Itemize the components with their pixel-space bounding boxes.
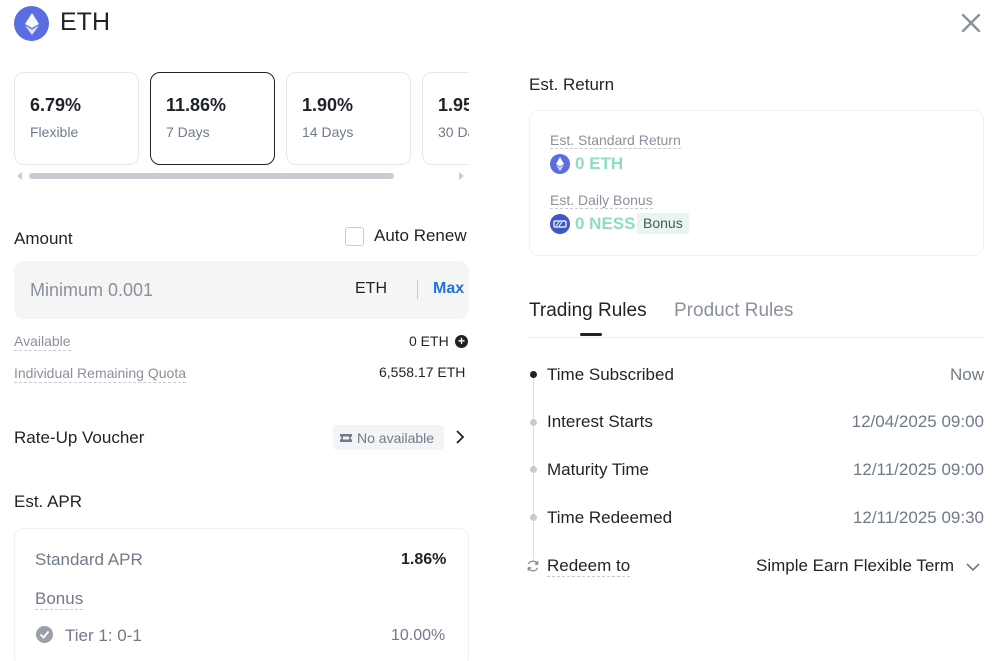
auto-renew-checkbox[interactable] xyxy=(345,227,364,246)
chevron-down-icon[interactable] xyxy=(966,559,980,572)
amount-field: ETH Max xyxy=(14,261,469,319)
plus-circle-icon[interactable]: + xyxy=(455,335,468,348)
horizontal-scrollbar[interactable] xyxy=(29,173,394,179)
term-label: 7 Days xyxy=(166,124,210,140)
voucher-title: Rate-Up Voucher xyxy=(14,428,145,447)
standard-apr-value: 1.86% xyxy=(401,551,447,568)
timeline-dot xyxy=(530,514,537,521)
timeline-dot xyxy=(530,419,537,426)
timeline-label: Time Subscribed xyxy=(547,365,674,384)
voucher-selector[interactable]: No available xyxy=(333,425,444,450)
bonus-badge: Bonus xyxy=(637,213,689,234)
term-label: Flexible xyxy=(30,124,79,140)
est-return-title: Est. Return xyxy=(529,75,615,94)
bonus-label: Bonus xyxy=(35,589,84,610)
term-card-30-days[interactable]: 1.95 30 Da xyxy=(422,72,469,165)
available-label: Available xyxy=(14,333,71,351)
est-standard-return-label: Est. Standard Return xyxy=(550,132,681,149)
apr-card xyxy=(14,528,469,661)
timeline-dot xyxy=(530,371,537,378)
timeline-dot xyxy=(530,466,537,473)
est-daily-bonus-value: 0 NESS xyxy=(575,214,636,233)
standard-apr-label: Standard APR xyxy=(35,550,143,569)
term-rate: 11.86% xyxy=(166,95,227,115)
term-card-flexible[interactable]: 6.79% Flexible xyxy=(14,72,139,165)
ticket-icon xyxy=(340,433,352,442)
apr-title: Est. APR xyxy=(14,492,83,511)
timeline-value: 12/11/2025 09:00 xyxy=(852,460,984,479)
timeline-value: 12/11/2025 09:30 xyxy=(852,508,984,527)
term-card-14-days[interactable]: 1.90% 14 Days xyxy=(286,72,411,165)
auto-renew-label[interactable]: Auto Renew xyxy=(374,226,467,245)
term-rate: 1.90% xyxy=(302,95,354,115)
page-title: ETH xyxy=(60,8,110,36)
quota-label: Individual Remaining Quota xyxy=(14,365,186,383)
quota-value: 6,558.17 ETH xyxy=(379,364,466,380)
tier-label: Tier 1: 0-1 xyxy=(65,626,142,645)
est-return-card xyxy=(529,110,984,256)
scroll-left-arrow-icon[interactable] xyxy=(17,172,22,180)
timeline-value: Now xyxy=(949,365,984,384)
term-rate: 6.79% xyxy=(30,95,82,115)
redeem-to-select[interactable]: Simple Earn Flexible Term xyxy=(756,556,955,575)
amount-title: Amount xyxy=(14,229,73,248)
ness-token-icon xyxy=(550,214,570,234)
term-label: 30 Da xyxy=(438,124,469,140)
divider xyxy=(417,280,418,299)
eth-icon xyxy=(550,154,570,174)
timeline-label: Time Redeemed xyxy=(547,508,673,527)
chevron-right-icon[interactable] xyxy=(455,430,465,444)
term-label: 14 Days xyxy=(302,124,354,140)
tab-product-rules[interactable]: Product Rules xyxy=(674,300,794,321)
active-tab-indicator xyxy=(580,333,602,336)
refresh-icon xyxy=(526,559,540,573)
term-rate: 1.95 xyxy=(438,95,469,115)
term-selector: 6.79% Flexible 11.86% 7 Days 1.90% 14 Da… xyxy=(14,72,469,166)
amount-input[interactable] xyxy=(30,277,330,303)
redeem-to-label: Redeem to xyxy=(547,556,631,577)
tab-divider xyxy=(529,337,984,338)
check-circle-icon xyxy=(36,626,53,643)
term-card-7-days[interactable]: 11.86% 7 Days xyxy=(150,72,275,165)
est-standard-return-value: 0 ETH xyxy=(575,154,624,173)
close-icon[interactable] xyxy=(958,10,984,36)
tab-trading-rules[interactable]: Trading Rules xyxy=(529,300,647,321)
timeline-value: 12/04/2025 09:00 xyxy=(851,412,984,431)
eth-icon xyxy=(14,6,49,41)
scroll-right-arrow-icon[interactable] xyxy=(459,172,464,180)
tier-value: 10.00% xyxy=(391,627,446,644)
max-button[interactable]: Max xyxy=(433,280,465,297)
timeline-label: Interest Starts xyxy=(547,412,653,431)
est-daily-bonus-label: Est. Daily Bonus xyxy=(550,192,653,209)
timeline-label: Maturity Time xyxy=(547,460,650,479)
voucher-status: No available xyxy=(357,429,435,446)
amount-unit: ETH xyxy=(355,280,387,297)
available-value: 0 ETH xyxy=(409,333,449,349)
